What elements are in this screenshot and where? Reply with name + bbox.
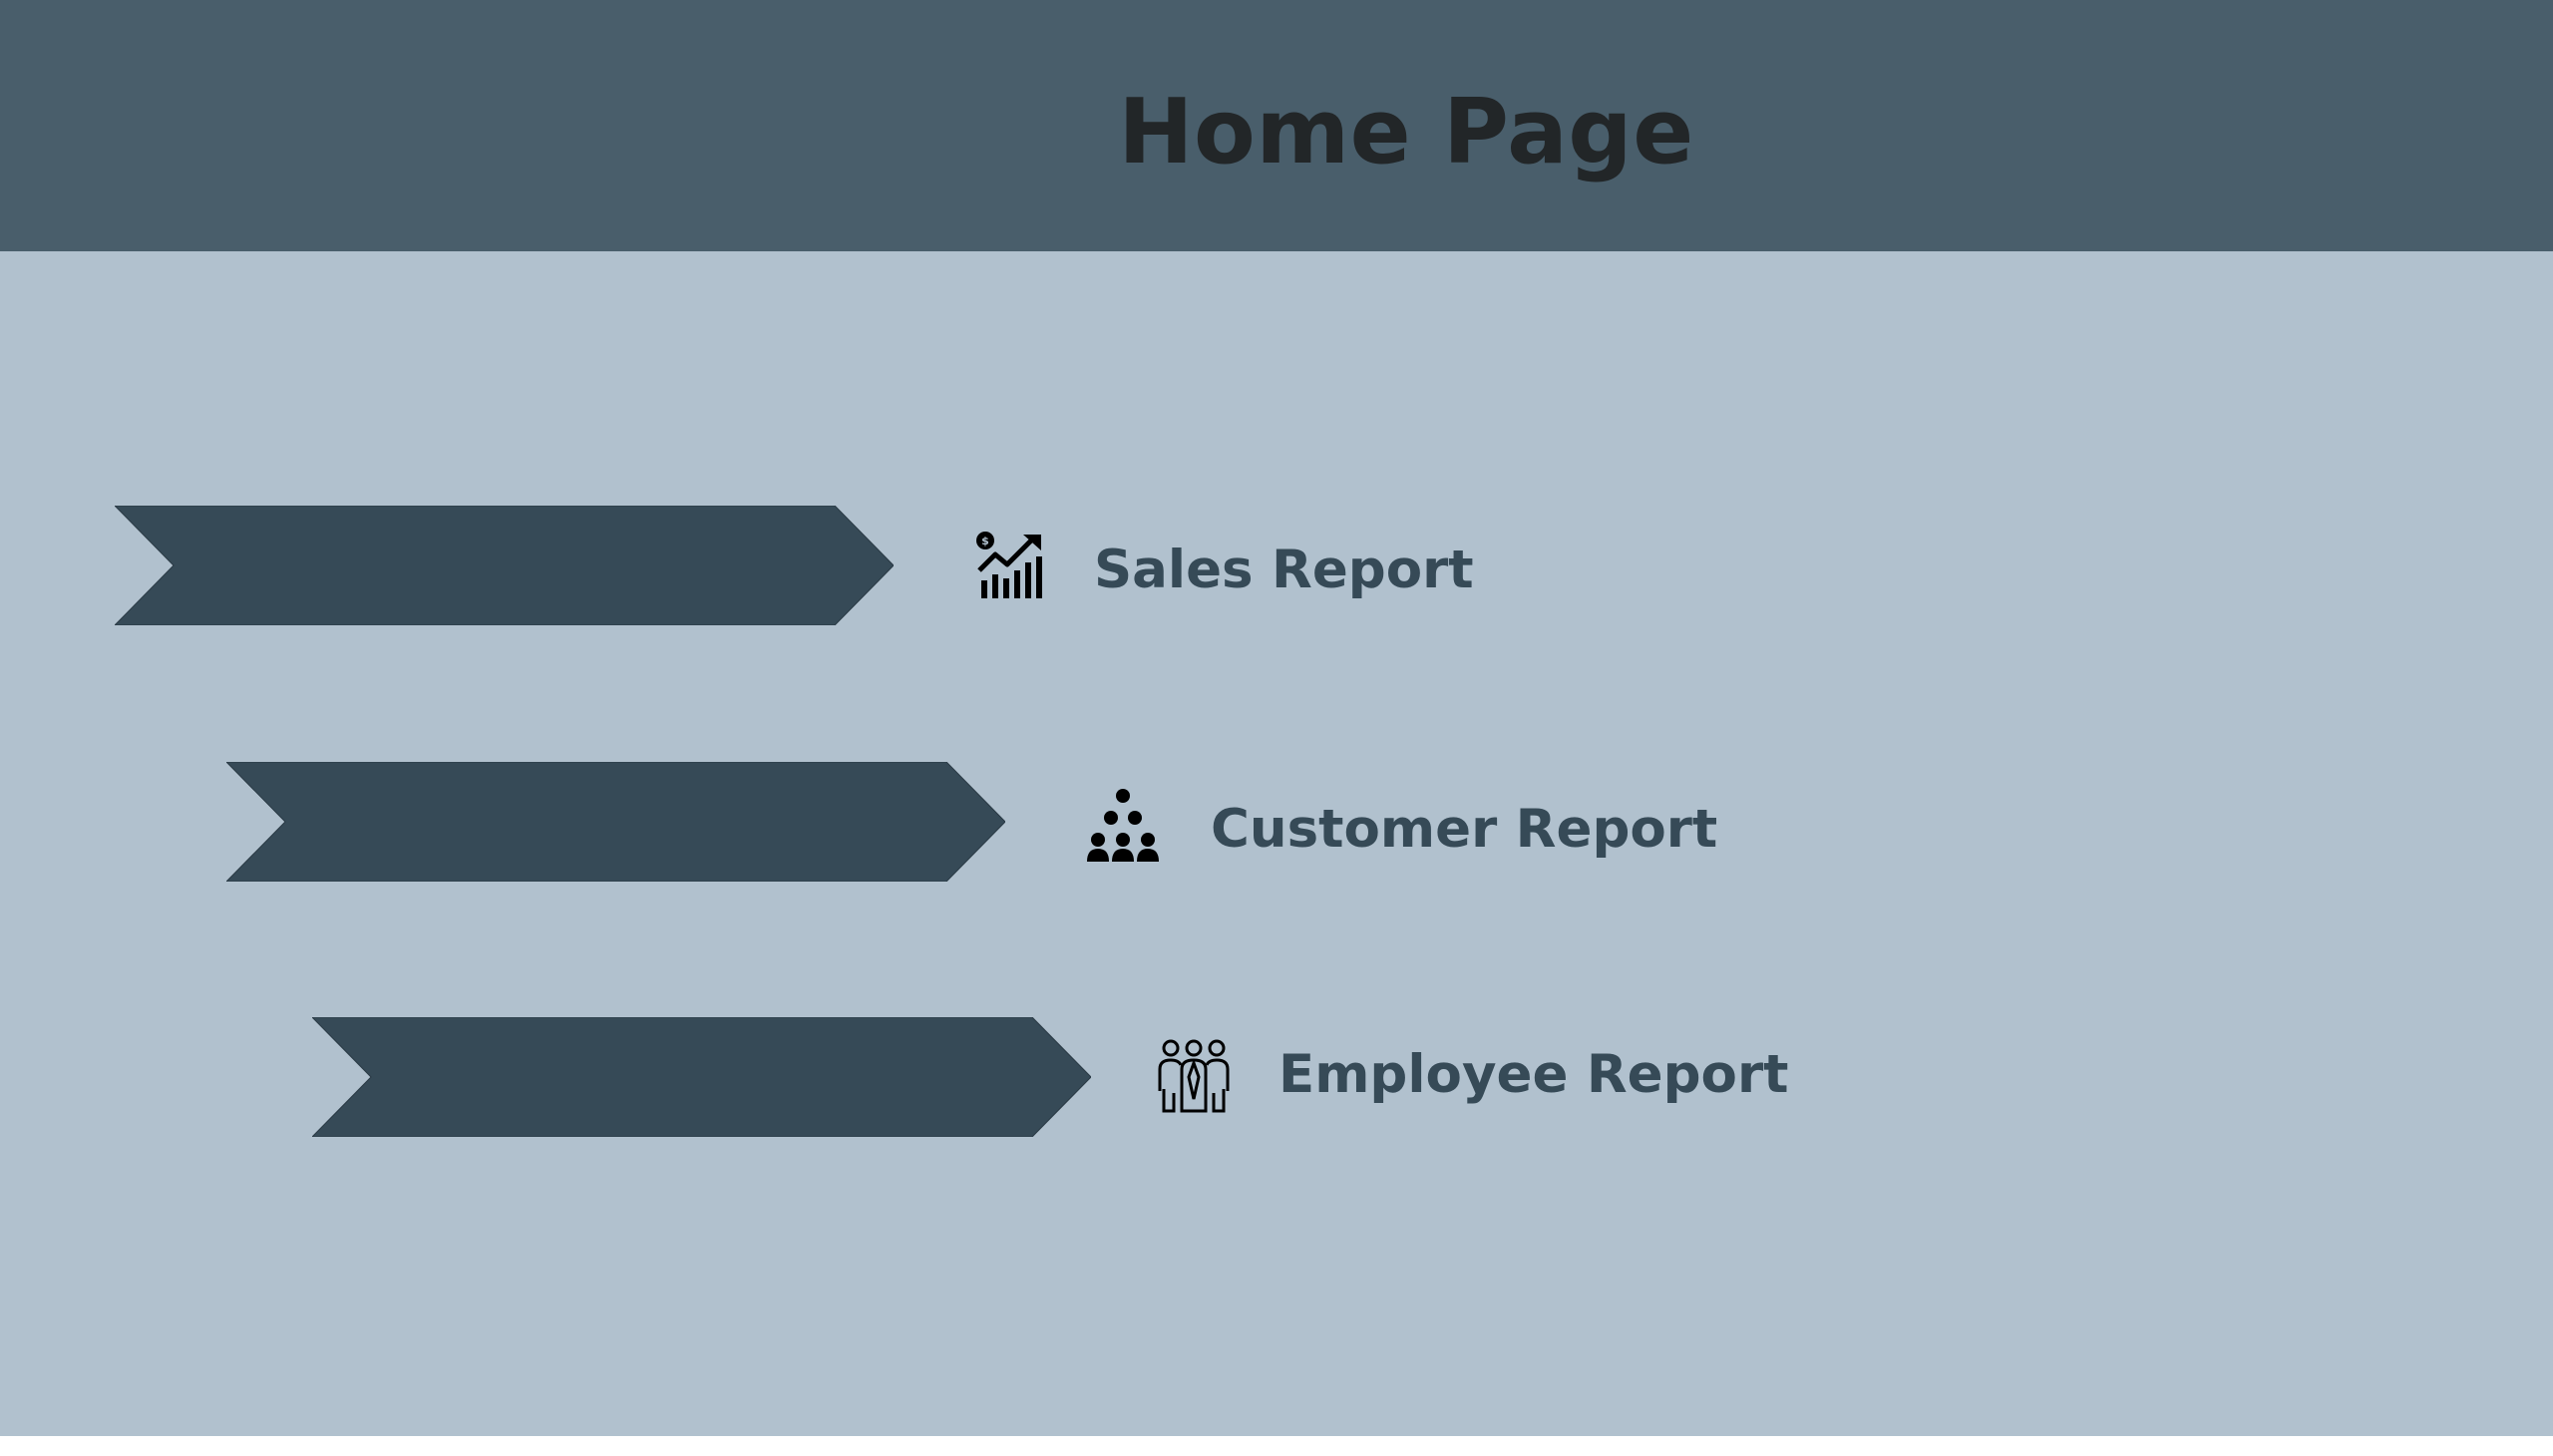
sales-chart-icon[interactable]: $ xyxy=(973,531,1049,606)
employee-report-chevron-button[interactable] xyxy=(312,1017,1091,1137)
employee-report-label[interactable]: Employee Report xyxy=(1278,1044,1789,1105)
sales-report-label[interactable]: Sales Report xyxy=(1094,540,1474,600)
sales-report-chevron-button[interactable] xyxy=(115,506,894,625)
customer-report-label[interactable]: Customer Report xyxy=(1211,799,1718,860)
page-title: Home Page xyxy=(1118,80,1694,184)
employees-icon[interactable] xyxy=(1156,1039,1232,1115)
customers-group-icon[interactable] xyxy=(1085,788,1161,864)
customer-report-chevron-button[interactable] xyxy=(226,762,1005,882)
header-bar: Home Page xyxy=(0,0,2553,251)
svg-text:$: $ xyxy=(981,535,989,547)
